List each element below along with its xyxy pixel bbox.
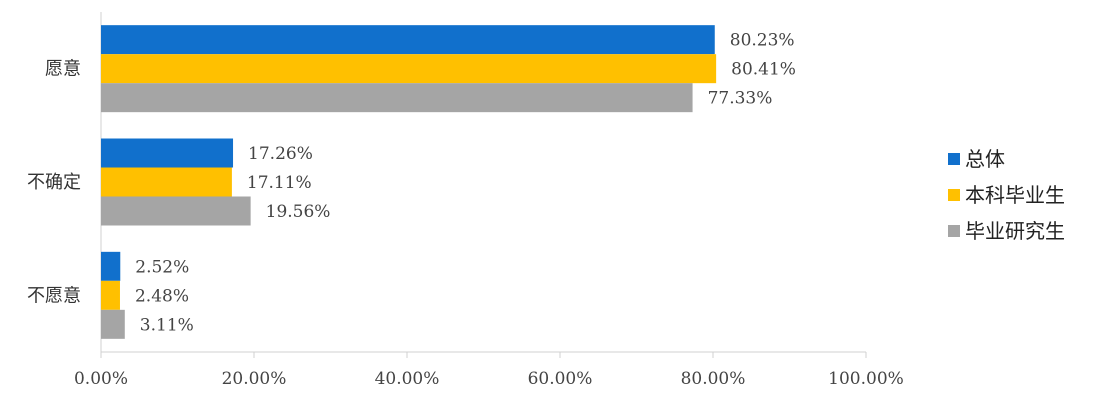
x-tick-label: 100.00% [828, 369, 904, 389]
data-label: 19.56% [266, 202, 331, 222]
x-tick-label: 20.00% [222, 369, 287, 389]
bar [101, 280, 120, 310]
bar [101, 25, 715, 55]
legend-label: 毕业研究生 [965, 219, 1065, 243]
data-label: 77.33% [708, 89, 773, 109]
bar [101, 138, 234, 168]
data-label: 80.41% [731, 60, 796, 80]
bar [101, 54, 717, 84]
category-label: 不确定 [27, 172, 81, 193]
data-labels: 80.23% 80.41% 77.33% 17.26% 17.11% 19.56% 2.52… [135, 31, 796, 336]
data-label: 17.11% [247, 173, 312, 193]
x-tick-label: 80.00% [681, 369, 746, 389]
data-label: 80.23% [730, 31, 795, 51]
legend-swatch [948, 225, 960, 237]
x-tick-label: 60.00% [528, 369, 593, 389]
data-label: 17.26% [248, 144, 313, 164]
data-label: 2.52% [135, 257, 189, 277]
data-label: 3.11% [140, 315, 194, 335]
category-label: 不愿意 [27, 285, 81, 306]
x-tick-label: 40.00% [375, 369, 440, 389]
bar [101, 167, 232, 197]
category-label: 愿意 [45, 59, 81, 80]
legend-swatch [948, 189, 960, 201]
legend-swatch [948, 153, 960, 165]
bar [101, 196, 251, 226]
bars [101, 25, 717, 339]
x-tick-labels: 0.00% 20.00% 40.00% 60.00% 80.00% 100.00% [74, 369, 904, 389]
bar [101, 83, 693, 113]
bar [101, 251, 121, 281]
data-label: 2.48% [135, 286, 189, 306]
x-tick-label: 0.00% [74, 369, 128, 389]
bar [101, 309, 125, 339]
legend-label: 总体 [965, 147, 1005, 171]
legend-label: 本科毕业生 [965, 183, 1065, 207]
